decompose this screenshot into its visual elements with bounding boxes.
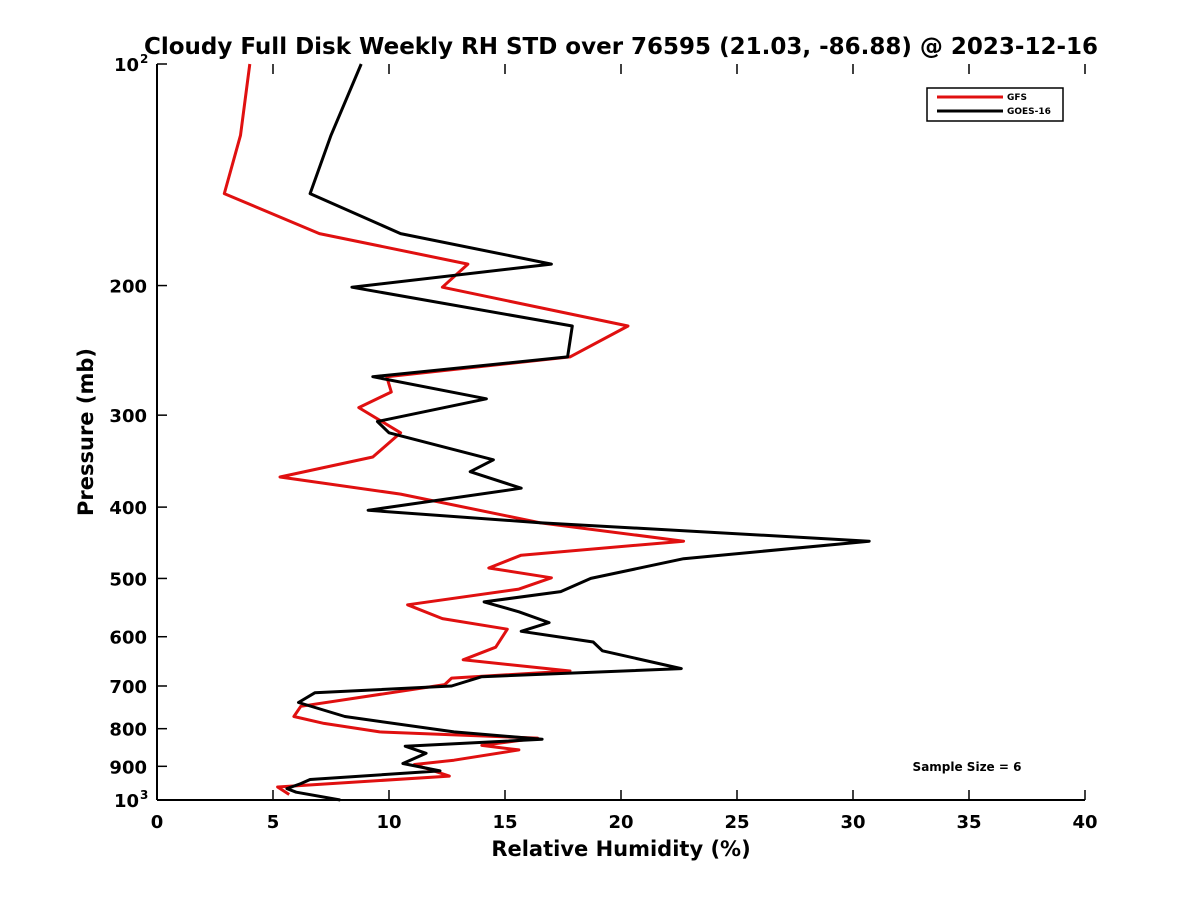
sample-size-annotation: Sample Size = 6: [913, 760, 1022, 774]
x-tick-label: 35: [956, 812, 981, 833]
x-tick-label: 25: [724, 812, 749, 833]
y-tick-label: 900: [109, 757, 147, 778]
y-tick-label: 600: [109, 628, 147, 649]
y-tick-label: 10: [114, 55, 139, 76]
y-tick-label: 700: [109, 677, 147, 698]
y-tick-label: 10: [114, 791, 139, 812]
y-tick-label: 200: [109, 277, 147, 298]
x-tick-label: 5: [267, 812, 280, 833]
x-tick-label: 20: [608, 812, 633, 833]
y-axis-label: Pressure (mb): [74, 348, 98, 516]
x-axis-label: Relative Humidity (%): [491, 837, 750, 861]
x-tick-label: 10: [376, 812, 401, 833]
x-axis-ticks: 0 5 10 15 20 25 30 35 40: [151, 64, 1098, 833]
x-tick-label: 15: [492, 812, 517, 833]
x-tick-label: 0: [151, 812, 164, 833]
x-tick-label: 30: [840, 812, 865, 833]
legend-label-gfs: GFS: [1007, 93, 1027, 103]
y-tick-label: 400: [109, 498, 147, 519]
y-tick-label: 500: [109, 569, 147, 590]
y-tick-label: 300: [109, 406, 147, 427]
series-layer: [222, 63, 871, 802]
chart-title: Cloudy Full Disk Weekly RH STD over 7659…: [144, 34, 1098, 60]
series-line-goes16: [285, 63, 871, 802]
legend-label-goes16: GOES-16: [1007, 107, 1051, 117]
plot-area: 0 5 10 15 20 25 30 35 40 10 220030040050060070080…: [109, 52, 1097, 833]
legend-box: [926, 87, 1064, 122]
y-tick-exponent: 3: [140, 788, 148, 802]
y-tick-label: 800: [109, 720, 147, 741]
x-tick-label: 40: [1072, 812, 1097, 833]
legend: GFS GOES-16: [926, 87, 1064, 122]
y-tick-exponent: 2: [140, 52, 148, 66]
